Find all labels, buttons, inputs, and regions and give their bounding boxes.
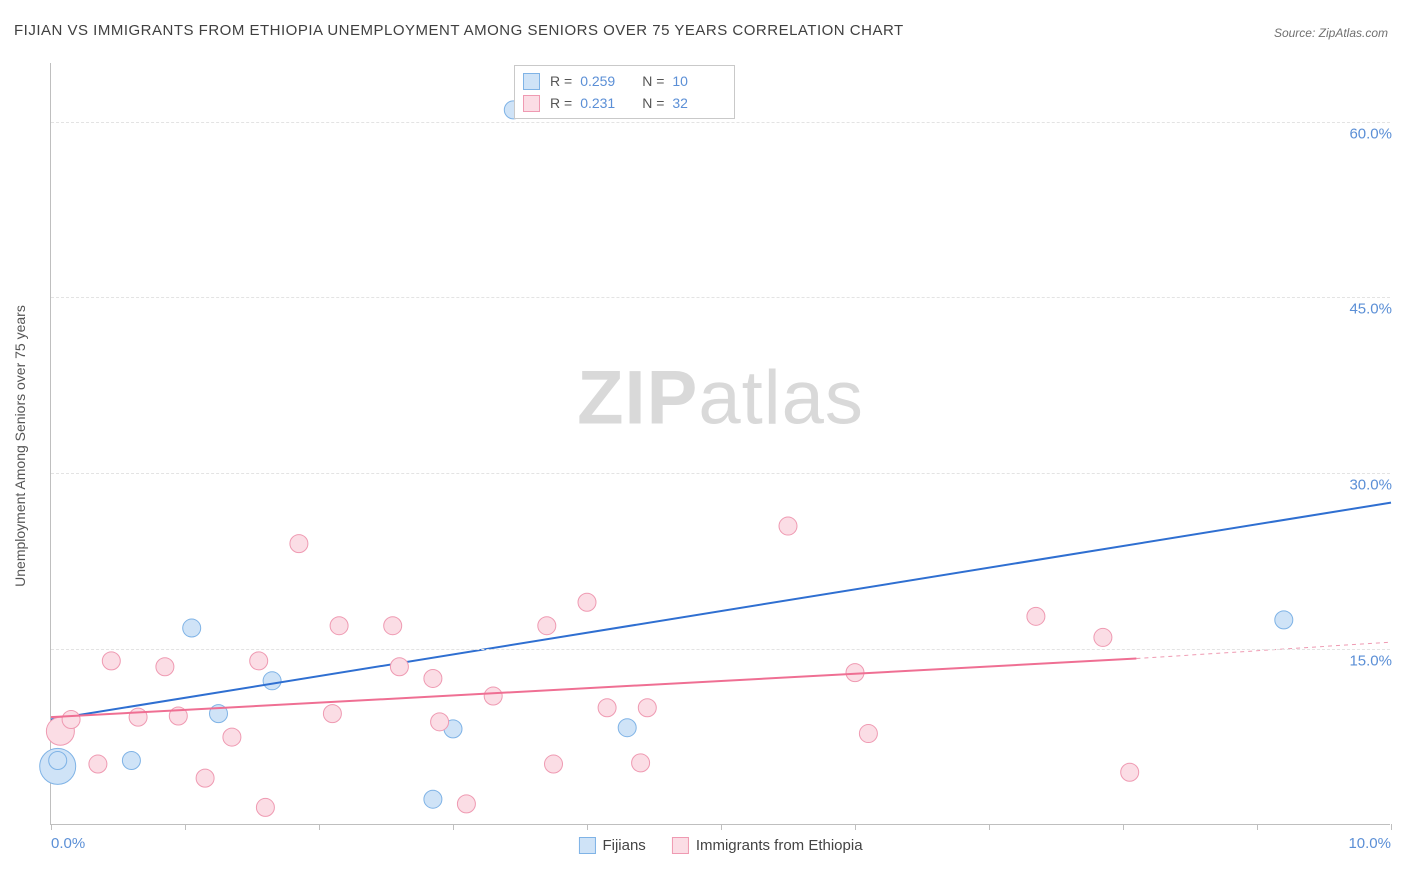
r-value-1: 0.231 <box>580 92 632 114</box>
data-point <box>384 617 402 635</box>
data-point <box>1094 628 1112 646</box>
legend-label-fijians: Fijians <box>602 837 645 854</box>
data-point <box>578 593 596 611</box>
x-tick <box>1257 824 1258 830</box>
data-point <box>431 713 449 731</box>
data-point <box>250 652 268 670</box>
y-tick-label: 60.0% <box>1349 125 1392 142</box>
chart-container: FIJIAN VS IMMIGRANTS FROM ETHIOPIA UNEMP… <box>0 0 1406 892</box>
data-point <box>89 755 107 773</box>
legend-swatch-ethiopia-b <box>672 837 689 854</box>
x-tick <box>319 824 320 830</box>
gridline <box>51 122 1390 123</box>
data-point <box>632 754 650 772</box>
data-point <box>102 652 120 670</box>
n-value-0: 10 <box>672 70 724 92</box>
data-point <box>1121 763 1139 781</box>
trend-line <box>51 659 1136 718</box>
x-tick <box>1391 824 1392 830</box>
r-label: R = <box>550 92 572 114</box>
legend-bottom: Fijians Immigrants from Ethiopia <box>578 837 862 854</box>
n-value-1: 32 <box>672 92 724 114</box>
gridline <box>51 297 1390 298</box>
plot-svg <box>51 63 1390 824</box>
data-point <box>256 798 274 816</box>
data-point <box>424 790 442 808</box>
x-tick <box>185 824 186 830</box>
x-tick <box>1123 824 1124 830</box>
plot-area: ZIPatlas R = 0.259 N = 10 R = 0.231 N = … <box>50 63 1390 825</box>
data-point <box>457 795 475 813</box>
legend-swatch-fijians <box>523 73 540 90</box>
x-tick <box>587 824 588 830</box>
data-point <box>484 687 502 705</box>
legend-stats-row-1: R = 0.231 N = 32 <box>523 92 724 114</box>
data-point <box>223 728 241 746</box>
source-label: Source: ZipAtlas.com <box>1274 26 1388 40</box>
data-point <box>598 699 616 717</box>
data-point <box>323 705 341 723</box>
data-point <box>122 752 140 770</box>
data-point <box>424 669 442 687</box>
trend-line <box>51 503 1391 720</box>
data-point <box>1027 607 1045 625</box>
y-axis-label: Unemployment Among Seniors over 75 years <box>12 305 28 587</box>
data-point <box>545 755 563 773</box>
data-point <box>156 658 174 676</box>
n-label: N = <box>642 70 664 92</box>
legend-item-fijians: Fijians <box>578 837 645 854</box>
y-tick-label: 45.0% <box>1349 301 1392 318</box>
legend-label-ethiopia: Immigrants from Ethiopia <box>696 837 863 854</box>
legend-swatch-fijians-b <box>578 837 595 854</box>
x-tick-label: 0.0% <box>51 835 85 852</box>
y-tick-label: 30.0% <box>1349 477 1392 494</box>
data-point <box>638 699 656 717</box>
chart-title: FIJIAN VS IMMIGRANTS FROM ETHIOPIA UNEMP… <box>14 22 904 39</box>
data-point <box>290 535 308 553</box>
data-point <box>62 710 80 728</box>
gridline <box>51 649 1390 650</box>
gridline <box>51 473 1390 474</box>
data-point <box>49 752 67 770</box>
data-point <box>263 672 281 690</box>
y-tick-label: 15.0% <box>1349 653 1392 670</box>
x-tick <box>51 824 52 830</box>
x-tick <box>855 824 856 830</box>
data-point <box>779 517 797 535</box>
x-tick <box>989 824 990 830</box>
data-point <box>859 725 877 743</box>
data-point <box>390 658 408 676</box>
data-point <box>1275 611 1293 629</box>
data-point <box>196 769 214 787</box>
data-point <box>183 619 201 637</box>
data-point <box>538 617 556 635</box>
x-tick <box>453 824 454 830</box>
legend-stats-row-0: R = 0.259 N = 10 <box>523 70 724 92</box>
legend-swatch-ethiopia <box>523 95 540 112</box>
r-value-0: 0.259 <box>580 70 632 92</box>
data-point <box>618 719 636 737</box>
legend-item-ethiopia: Immigrants from Ethiopia <box>672 837 863 854</box>
data-point <box>129 708 147 726</box>
x-tick <box>721 824 722 830</box>
n-label: N = <box>642 92 664 114</box>
r-label: R = <box>550 70 572 92</box>
legend-stats: R = 0.259 N = 10 R = 0.231 N = 32 <box>514 65 735 119</box>
x-tick-label: 10.0% <box>1348 835 1391 852</box>
data-point <box>330 617 348 635</box>
